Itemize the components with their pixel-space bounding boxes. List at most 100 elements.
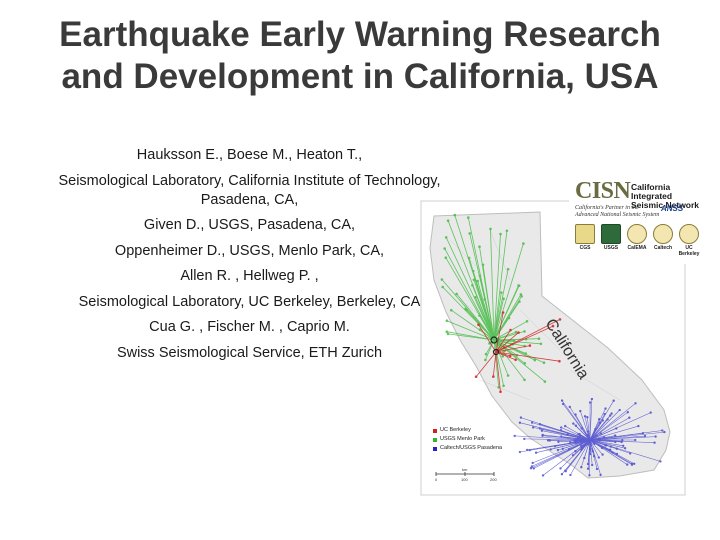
station-dot — [476, 279, 479, 283]
station-dot — [449, 308, 453, 312]
pasadena-link — [589, 422, 601, 441]
station-dot — [539, 342, 543, 346]
pasadena-link — [569, 439, 591, 450]
station-dot — [478, 245, 481, 248]
station-dot — [523, 362, 527, 365]
menlo-park-link — [493, 339, 525, 347]
pasadena-link — [589, 417, 630, 441]
menlo-park-link — [445, 237, 495, 341]
station-dot — [614, 440, 617, 444]
california-network-map — [420, 200, 686, 496]
station-dot — [497, 386, 500, 389]
berkeley-link — [495, 345, 530, 353]
scale-unit: km — [462, 467, 468, 472]
station-dot — [557, 440, 560, 443]
station-dot — [595, 467, 599, 471]
station-dot — [542, 361, 546, 365]
station-dot — [474, 375, 478, 379]
station-dot — [653, 441, 656, 444]
legend-label: UC Berkeley — [440, 427, 471, 433]
pasadena-link — [589, 403, 636, 441]
pasadena-link — [554, 439, 591, 447]
berkeley-link — [495, 312, 504, 353]
station-dot — [453, 213, 457, 217]
station-dot — [531, 461, 534, 465]
menlo-park-link — [472, 285, 495, 341]
pasadena-link — [589, 415, 611, 441]
author-line: Swiss Seismological Service, ETH Zurich — [116, 344, 383, 361]
menlo-park-link — [493, 331, 517, 341]
pasadena-link — [589, 439, 600, 458]
partner-label: Caltech — [653, 245, 673, 251]
station-dot — [630, 462, 634, 466]
caltech-seal-icon — [653, 224, 673, 244]
station-dot — [558, 359, 561, 363]
station-dot — [484, 352, 488, 356]
legend-label: Caltech/USGS Pasadena — [440, 445, 503, 451]
station-dot — [523, 330, 526, 333]
pasadena-link — [581, 439, 591, 447]
station-dot — [444, 236, 448, 239]
berkeley-link — [495, 329, 511, 353]
pasadena-link — [570, 439, 591, 476]
cisn-logo: CISN California Integrated Seismic Netwo… — [569, 176, 701, 264]
partner-caltech: Caltech — [651, 224, 675, 262]
menlo-park-link — [442, 286, 495, 341]
station-dot — [649, 411, 652, 414]
station-dot — [520, 295, 523, 298]
legend-swatch — [433, 437, 437, 442]
station-dot — [532, 467, 535, 470]
station-dot — [481, 263, 485, 267]
station-dot — [568, 448, 571, 451]
menlo-park-link — [493, 339, 504, 386]
menlo-park-link — [445, 257, 495, 341]
station-dot — [572, 422, 575, 425]
station-dot — [590, 397, 594, 401]
station-dot — [528, 344, 532, 347]
station-dot — [598, 418, 601, 421]
station-dot — [492, 375, 495, 378]
station-dot — [465, 308, 468, 312]
station-dot — [573, 440, 576, 443]
author-line: Seismological Laboratory, UC Berkeley, B… — [78, 293, 421, 310]
pasadena-link — [587, 417, 591, 441]
station-dot — [558, 318, 562, 321]
partner-label: CGS — [579, 245, 591, 251]
station-dot — [445, 330, 449, 334]
station-dot — [519, 416, 523, 419]
station-dot — [663, 430, 666, 434]
station-dot — [518, 300, 521, 303]
pasadena-link — [589, 439, 661, 462]
station-dot — [591, 450, 594, 453]
station-dot — [628, 416, 631, 419]
berkeley-link — [492, 351, 497, 377]
station-dot — [524, 352, 527, 355]
station-dot — [517, 331, 520, 334]
station-dot — [505, 229, 509, 233]
station-dot — [634, 402, 637, 405]
station-dot — [530, 465, 534, 468]
pasadena-link — [532, 439, 591, 464]
pasadena-link — [579, 433, 591, 441]
partner-label: UC Berkeley — [678, 245, 700, 257]
pasadena-link — [589, 425, 639, 441]
station-dot — [446, 332, 450, 336]
station-dot — [441, 285, 445, 289]
station-dot — [541, 433, 544, 437]
pasadena-link — [589, 439, 603, 455]
station-dot — [604, 444, 607, 447]
pasadena-link — [589, 430, 663, 441]
pasadena-link — [589, 439, 613, 453]
map-legend: UC Berkeley USGS Menlo Park Caltech/USGS… — [433, 426, 502, 453]
pasadena-link — [589, 428, 617, 441]
usgs-seal-icon — [601, 224, 621, 244]
cisn-tagline-line-2: Advanced National Seismic System — [575, 211, 660, 218]
berkeley-link — [475, 351, 497, 377]
scale-tick: 100 — [461, 477, 468, 482]
cgs-seal-icon — [575, 224, 595, 244]
station-dot — [506, 374, 510, 377]
station-dot — [471, 284, 474, 287]
station-dot — [589, 452, 592, 456]
station-dot — [546, 439, 550, 442]
station-dot — [659, 460, 662, 463]
